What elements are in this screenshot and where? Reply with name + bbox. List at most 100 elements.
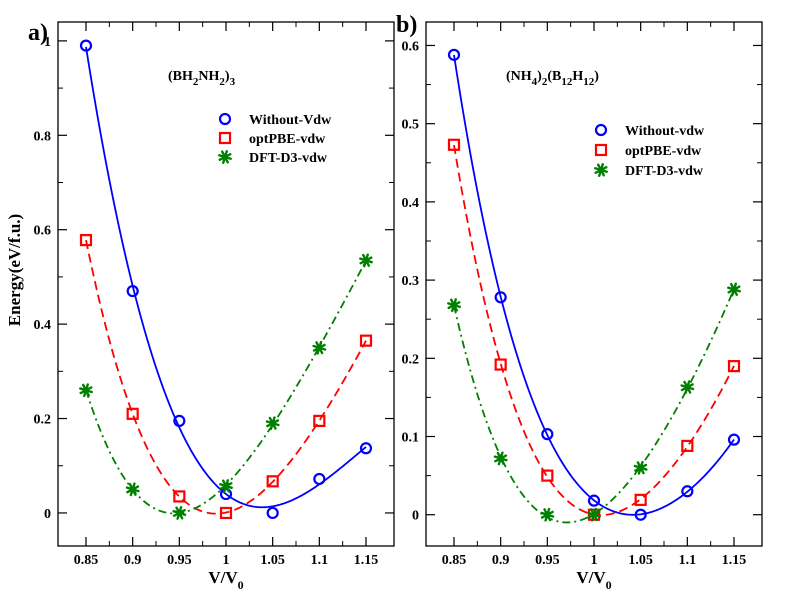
panel-b-plot: 0.85 0.9 0.95 1 1.05 1.1 1.15 0 0.1 0.2 0.3 0.4 0.5 0…	[402, 21, 763, 568]
formula-segment: )	[537, 69, 542, 84]
y-tick-label: 1	[44, 35, 51, 50]
formula-segment: (B	[547, 69, 561, 84]
data-point	[79, 39, 93, 52]
legend-marker	[218, 131, 232, 145]
data-point	[681, 439, 694, 452]
data-point	[680, 380, 695, 395]
y-tick-label: 0.4	[402, 196, 420, 211]
legend-marker	[594, 143, 608, 157]
panel-b-formula: (NH4)2(B12H12)	[506, 69, 599, 88]
panel-a-legend: Without-Vdw optPBE-vdw DFT-D3-vdw	[218, 112, 332, 166]
data-point	[634, 493, 647, 506]
y-tick-label: 0.8	[34, 129, 52, 144]
formula-subscript: 2	[219, 76, 225, 88]
data-point	[173, 414, 186, 428]
x-tick-label: 0.9	[492, 553, 510, 568]
data-point	[727, 282, 741, 297]
data-point	[359, 334, 373, 347]
panel-b: b) (NH4)2(B12H12) 0.85 0.9 0.95 1 1.05 1.1 1.1…	[396, 12, 763, 592]
data-point	[727, 433, 741, 446]
data-point	[126, 407, 139, 420]
data-point	[219, 479, 233, 493]
data-point	[540, 507, 555, 522]
x-tick-label: 1.15	[722, 553, 747, 568]
data-point	[494, 358, 507, 371]
y-tick-label: 0.1	[402, 431, 420, 446]
series-star	[79, 253, 373, 520]
legend-label: Without-vdw	[625, 124, 705, 139]
y-tick-label: 0.3	[402, 274, 420, 289]
data-point	[494, 291, 507, 304]
data-point	[493, 451, 508, 466]
y-tick-label: 0.2	[34, 413, 52, 428]
panel-a-x-axis-label: V/V0	[208, 568, 243, 592]
formula-segment: )	[225, 69, 230, 84]
data-point	[727, 360, 741, 373]
data-point	[219, 506, 233, 520]
series-square	[79, 233, 373, 520]
data-point	[173, 490, 186, 503]
panel-a-tag: a)	[28, 20, 48, 46]
data-point	[265, 416, 280, 431]
data-point	[126, 284, 139, 298]
formula-segment: NH	[198, 69, 219, 84]
panel-b-tag: b)	[396, 12, 417, 38]
data-point	[172, 506, 187, 520]
data-point	[587, 494, 601, 507]
x-tick-label: 0.9	[124, 553, 142, 568]
series-line	[85, 239, 367, 515]
data-point	[312, 340, 327, 355]
formula-subscript: 12	[561, 76, 573, 88]
panel-b-legend: Without-vdw optPBE-vdw DFT-D3-vdw	[594, 123, 705, 179]
data-point	[447, 138, 461, 151]
formula-subscript: 2	[193, 76, 199, 88]
formula-subscript: 12	[583, 76, 595, 88]
formula-segment: H	[572, 69, 583, 84]
data-point	[359, 442, 373, 455]
y-tick-label: 0.5	[402, 118, 420, 133]
y-tick-label: 0.6	[402, 39, 420, 54]
y-tick-label: 0	[412, 509, 419, 524]
series-square	[447, 138, 741, 521]
data-point	[541, 469, 554, 482]
series-circle	[79, 39, 373, 520]
data-point	[681, 485, 694, 498]
legend-label: DFT-D3-vdw	[625, 164, 704, 179]
x-tick-label: 1.15	[354, 553, 379, 568]
panel-b-x-axis-label: V/V0	[576, 568, 611, 592]
formula-segment: (NH	[506, 69, 532, 84]
series-circle	[447, 48, 741, 521]
y-tick-label: 0.2	[402, 352, 420, 367]
y-tick-label: 0.4	[34, 318, 52, 333]
series-line	[453, 54, 735, 516]
data-point	[79, 383, 93, 398]
x-tick-label: 1.05	[628, 553, 653, 568]
data-point	[313, 472, 326, 486]
data-point	[266, 475, 279, 488]
legend-label: optPBE-vdw	[249, 132, 326, 147]
data-point	[447, 48, 461, 61]
formula-subscript: 2	[542, 76, 548, 88]
legend-label: DFT-D3-vdw	[249, 151, 328, 166]
formula-text: (BH2NH2)3	[168, 69, 236, 88]
x-tick-label: 0.85	[442, 553, 467, 568]
data-point	[266, 506, 279, 520]
data-point	[633, 460, 648, 475]
data-point	[313, 414, 326, 428]
x-tick-label: 1	[591, 553, 598, 568]
data-point	[79, 233, 93, 247]
legend-marker	[594, 163, 608, 177]
x-tick-label: 1	[223, 553, 230, 568]
data-point	[634, 508, 647, 521]
x-tick-label: 1.1	[311, 553, 329, 568]
formula-segment: (BH	[168, 69, 193, 84]
data-point	[541, 428, 554, 441]
legend-label: Without-Vdw	[249, 113, 332, 128]
formula-text: (NH4)2(B12H12)	[506, 69, 599, 88]
panel-a-plot: 0.85 0.9 0.95 1 1.05 1.1 1.15 0 0.2 0.4 0.6 0.8 1	[34, 21, 395, 568]
data-point	[125, 482, 140, 497]
x-tick-label: 1.1	[679, 553, 697, 568]
panel-a-formula: (BH2NH2)3	[168, 69, 236, 88]
legend-marker	[594, 123, 608, 137]
